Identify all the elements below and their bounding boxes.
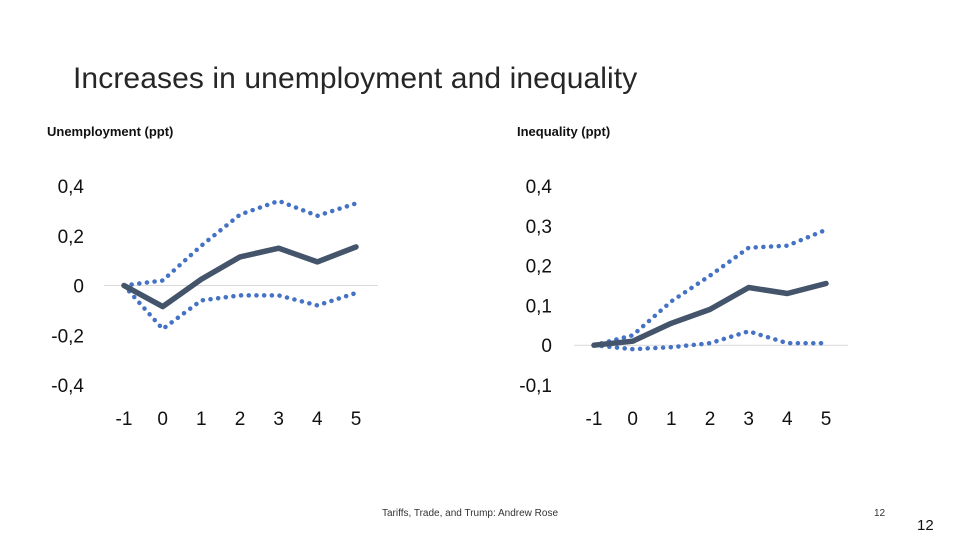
inequality-y-tick-label: 0,2: [526, 257, 552, 278]
inequality-x-tick-label: 1: [666, 409, 677, 430]
inequality-x-tick-label: 5: [821, 409, 832, 430]
inequality-chart-title: Inequality (ppt): [517, 124, 611, 139]
inequality-estimate-line: [591, 280, 829, 348]
unemployment-upper-band-line: [121, 198, 359, 288]
inequality-x-tick-label: 0: [627, 409, 638, 430]
inequality-lower-band-line: [591, 329, 829, 352]
unemployment-x-tick-label: 1: [196, 409, 207, 430]
unemployment-x-tick-label: 4: [312, 409, 323, 430]
inequality-x-tick-label: 3: [743, 409, 754, 430]
inequality-x-tick-label: -1: [586, 409, 603, 430]
inequality-y-tick-label: -0,1: [519, 376, 552, 397]
unemployment-x-tick-label: 3: [273, 409, 284, 430]
inequality-x-tick-label: 4: [782, 409, 793, 430]
slide-title: Increases in unemployment and inequality: [73, 62, 638, 95]
unemployment-chart-title: Unemployment (ppt): [47, 124, 174, 139]
inequality-y-tick-label: 0,3: [526, 217, 552, 238]
unemployment-lower-band-line: [121, 283, 359, 332]
inequality-y-tick-label: 0,4: [526, 177, 553, 198]
unemployment-x-tick-label: 5: [351, 409, 362, 430]
slide-number-small: 12: [874, 508, 886, 519]
inequality-x-tick-label: 2: [705, 409, 716, 430]
unemployment-y-tick-label: -0,4: [51, 376, 84, 397]
slide-number-large: 12: [917, 517, 934, 534]
inequality-y-tick-label: 0: [541, 336, 552, 357]
unemployment-y-tick-label: 0,2: [58, 227, 84, 248]
inequality-y-tick-label: 0,1: [526, 296, 552, 317]
unemployment-y-tick-label: 0: [73, 277, 84, 298]
slide-footer: Tariffs, Trade, and Trump: Andrew Rose: [382, 508, 559, 519]
unemployment-x-tick-label: 2: [235, 409, 246, 430]
unemployment-x-tick-label: -1: [116, 409, 133, 430]
unemployment-y-tick-label: 0,4: [58, 177, 85, 198]
inequality-upper-band-line: [591, 227, 829, 348]
unemployment-estimate-line: [121, 244, 359, 310]
unemployment-x-tick-label: 0: [157, 409, 168, 430]
unemployment-y-tick-label: -0,2: [51, 326, 84, 347]
